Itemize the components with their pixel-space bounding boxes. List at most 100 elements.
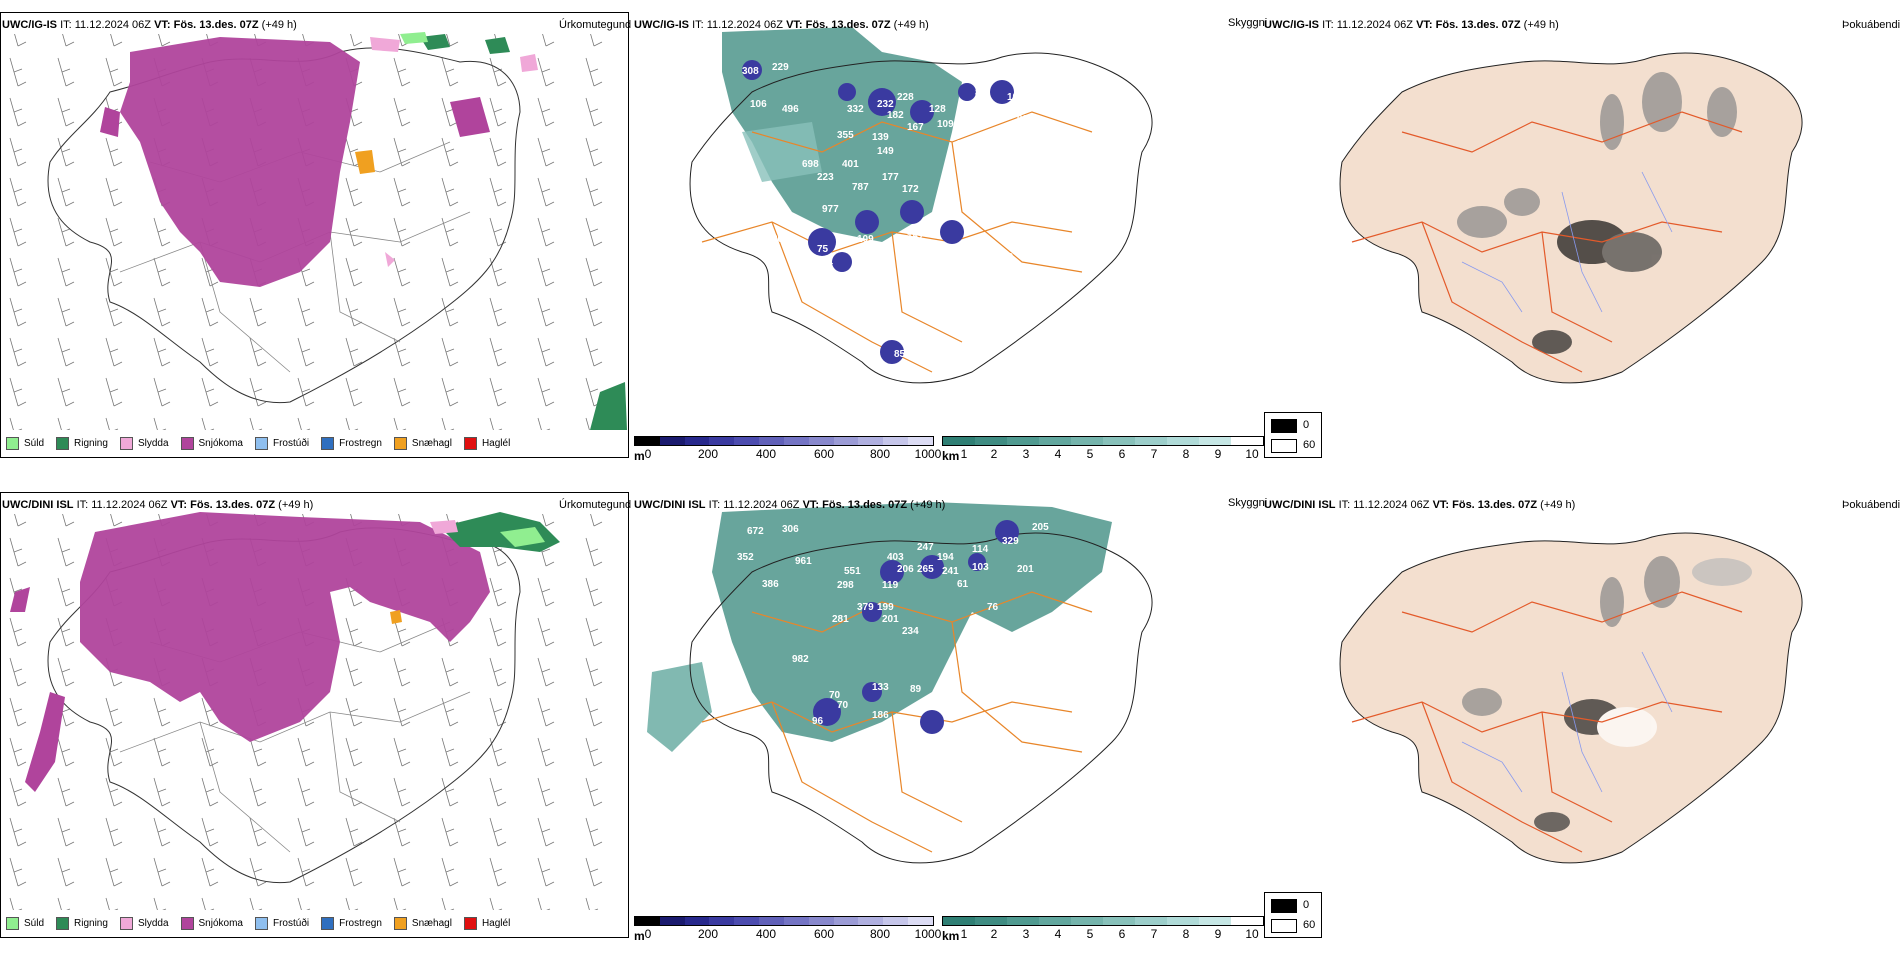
legend-label: Snæhagl — [411, 918, 452, 929]
visibility-colorbar: km 1 2 3 4 5 6 7 8 9 10 — [942, 436, 1264, 463]
svg-text:19: 19 — [982, 694, 994, 705]
legend-label: Súld — [24, 438, 45, 449]
fog-label-0: 0 — [1303, 899, 1310, 911]
ceiling-cells — [813, 520, 1019, 734]
tick: 1 — [960, 447, 968, 461]
legend-item: Rigning — [56, 917, 108, 930]
ceiling-visibility-panel: 672 306 352 961 386 403 247 194 114 329 205 551 … — [632, 492, 1272, 962]
tick: 1000 — [914, 927, 942, 941]
svg-text:977: 977 — [822, 204, 839, 215]
vt-label: VT: — [1416, 19, 1433, 31]
tick: 1 — [960, 927, 968, 941]
model-name: UWC/DINI ISL — [1264, 499, 1336, 511]
svg-text:240: 240 — [972, 112, 989, 123]
iceland-land — [1339, 52, 1803, 384]
svg-text:86: 86 — [947, 249, 959, 260]
legend-label: Slydda — [137, 918, 169, 929]
init-time: 11.12.2024 06Z — [91, 499, 168, 511]
snow-area-west — [10, 587, 65, 792]
ice-pellet-area — [355, 150, 375, 174]
legend-label: Slydda — [137, 438, 169, 449]
svg-text:329: 329 — [1002, 536, 1019, 547]
fog-swatch-0 — [1271, 899, 1297, 913]
legend-item: Snæhagl — [393, 917, 452, 930]
tick: 10 — [1245, 927, 1259, 941]
panel-frame — [0, 492, 629, 938]
lead-time: (+49 h) — [910, 499, 946, 511]
legend-item: Snjókoma — [180, 437, 243, 450]
tick: 400 — [755, 927, 777, 941]
snow-area-small — [450, 97, 490, 137]
precip-map — [2, 512, 627, 910]
panel-header: UWC/IG-IS IT: 11.12.2024 06Z VT: Fös. 13… — [634, 19, 929, 31]
svg-text:403: 403 — [887, 552, 904, 563]
colorbar-unit: km — [942, 929, 960, 943]
svg-text:139: 139 — [872, 132, 889, 143]
legend-item: Frostúði — [254, 437, 310, 450]
snow-area — [80, 512, 490, 742]
svg-text:206: 206 — [897, 564, 914, 575]
legend-label: Frostregn — [339, 438, 382, 449]
svg-text:961: 961 — [795, 556, 812, 567]
svg-text:352: 352 — [737, 552, 754, 563]
svg-text:39: 39 — [882, 874, 894, 885]
svg-text:76: 76 — [987, 602, 999, 613]
rivers — [1461, 171, 1673, 313]
swatch — [254, 917, 268, 930]
svg-text:70: 70 — [837, 700, 849, 711]
svg-text:120: 120 — [857, 266, 874, 277]
svg-text:157: 157 — [907, 232, 924, 243]
precip-map — [2, 32, 627, 430]
road-network — [701, 111, 1093, 373]
snow-area — [120, 37, 360, 287]
model-name: UWC/IG-IS — [634, 19, 689, 31]
svg-text:61: 61 — [957, 579, 969, 590]
svg-text:182: 182 — [887, 110, 904, 121]
svg-text:133: 133 — [872, 682, 889, 693]
tick: 4 — [1054, 447, 1062, 461]
panel-title: Úrkomutegund — [559, 499, 632, 511]
model-name: UWC/DINI ISL — [2, 499, 74, 511]
swatch — [119, 437, 133, 450]
vt-label: VT: — [802, 499, 820, 511]
svg-text:982: 982 — [792, 654, 809, 665]
svg-text:201: 201 — [1017, 564, 1034, 575]
legend-label: Frostúði — [272, 438, 310, 449]
fog-label-0: 0 — [1303, 419, 1310, 431]
tick: 400 — [755, 447, 777, 461]
precip-legend: Súld Rigning Slydda Snjókoma Frostúði Fr… — [6, 437, 510, 450]
tick: 7 — [1150, 447, 1158, 461]
tick: 2 — [990, 447, 998, 461]
svg-text:103: 103 — [972, 562, 989, 573]
precip-type-panel: UWC/IG-IS IT: 11.12.2024 06Z VT: Fös. 13… — [0, 12, 632, 482]
swatch — [393, 437, 407, 450]
fog-label-60: 60 — [1303, 439, 1316, 451]
panel-frame — [0, 12, 629, 458]
visibility-area — [722, 27, 962, 242]
swatch — [393, 917, 407, 930]
svg-text:89: 89 — [910, 684, 922, 695]
drizzle-area — [500, 527, 545, 547]
legend-item: Rigning — [56, 437, 108, 450]
tick: 200 — [697, 447, 719, 461]
panel-header: UWC/DINI ISL IT: 11.12.2024 06Z VT: Fös.… — [1264, 499, 1575, 511]
svg-text:71: 71 — [822, 256, 834, 267]
legend-label: Snæhagl — [411, 438, 452, 449]
fog-map — [1339, 532, 1803, 864]
svg-text:386: 386 — [762, 579, 779, 590]
tick: 6 — [1118, 927, 1126, 941]
vt-label: VT: — [786, 19, 803, 31]
lead-time: (+49 h) — [1523, 19, 1559, 31]
road-network — [701, 591, 1093, 853]
init-time: 11.12.2024 06Z — [1336, 19, 1413, 31]
tick: 600 — [813, 927, 835, 941]
svg-text:96: 96 — [812, 716, 824, 727]
colorbar-gradient — [634, 916, 934, 926]
swatch — [254, 437, 268, 450]
legend-label: Rigning — [74, 438, 108, 449]
swatch — [6, 917, 19, 930]
legend-item: Frostregn — [321, 437, 382, 450]
vt-label: VT: — [154, 19, 171, 31]
